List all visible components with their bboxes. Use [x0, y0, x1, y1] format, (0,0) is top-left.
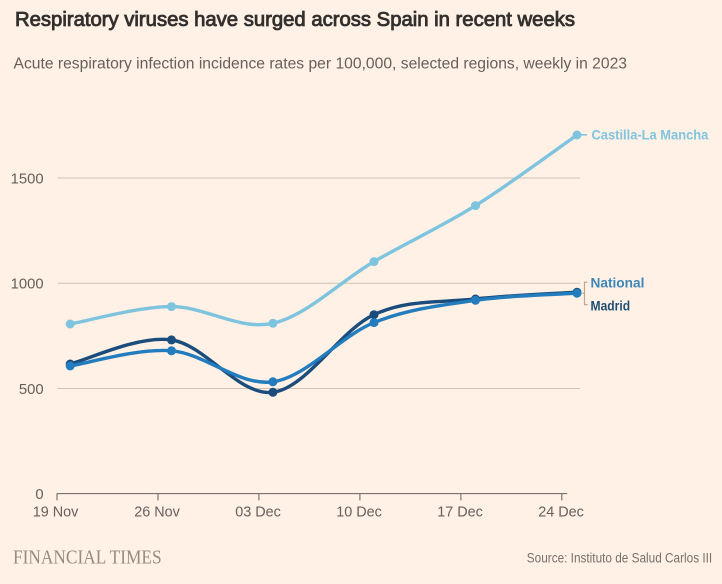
svg-text:24 Dec: 24 Dec — [538, 505, 584, 521]
svg-text:Acute respiratory infection in: Acute respiratory infection incidence ra… — [14, 56, 628, 73]
svg-text:Castilla-La Mancha: Castilla-La Mancha — [592, 126, 709, 142]
svg-text:500: 500 — [19, 382, 44, 398]
svg-text:National: National — [591, 275, 645, 291]
svg-text:26 Nov: 26 Nov — [134, 505, 180, 521]
svg-text:Madrid: Madrid — [591, 297, 631, 313]
svg-text:1000: 1000 — [11, 277, 44, 293]
svg-text:1500: 1500 — [11, 171, 44, 187]
svg-text:03 Dec: 03 Dec — [235, 505, 281, 521]
svg-text:17 Dec: 17 Dec — [437, 505, 483, 521]
svg-text:0: 0 — [35, 487, 43, 503]
svg-text:10 Dec: 10 Dec — [336, 505, 382, 521]
svg-text:19 Nov: 19 Nov — [33, 505, 79, 521]
svg-text:Respiratory viruses have surge: Respiratory viruses have surged across S… — [15, 9, 575, 31]
svg-text:Source: Instituto de Salud Car: Source: Instituto de Salud Carlos III — [527, 551, 712, 566]
svg-text:FINANCIAL TIMES: FINANCIAL TIMES — [13, 546, 162, 568]
